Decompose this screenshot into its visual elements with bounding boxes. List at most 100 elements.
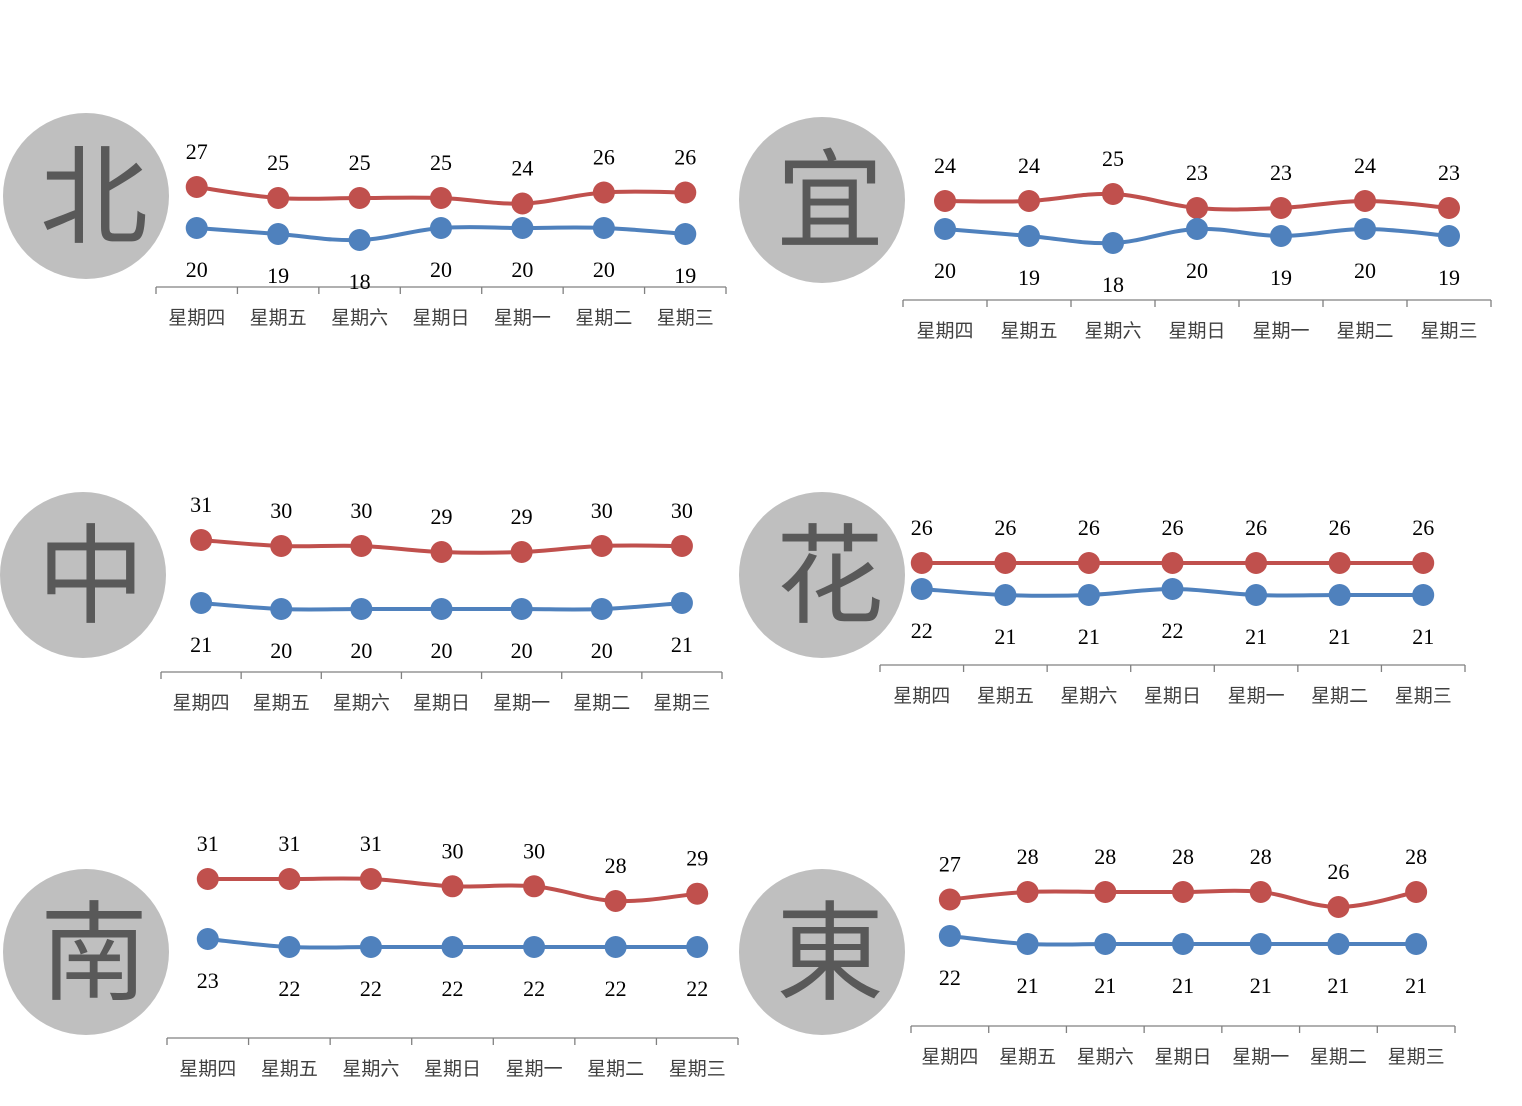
- high-temp-label: 28: [1250, 844, 1272, 869]
- high-temp-label: 23: [1438, 160, 1460, 185]
- x-tick-label: 星期四: [893, 685, 950, 707]
- high-temp-point: [278, 868, 301, 890]
- low-temp-label: 20: [591, 638, 613, 663]
- low-temp-label: 20: [430, 257, 452, 282]
- low-temp-label: 21: [190, 632, 212, 657]
- high-temp-point: [348, 187, 371, 209]
- region-badge: [0, 492, 166, 658]
- x-tick-label: 星期一: [494, 307, 551, 329]
- low-temp-point: [1354, 218, 1376, 240]
- high-temp-point: [1327, 896, 1350, 918]
- low-temp-point: [196, 928, 219, 950]
- low-temp-label: 20: [270, 638, 292, 663]
- x-tick-label: 星期五: [977, 685, 1034, 707]
- high-temp-label: 26: [1162, 515, 1184, 540]
- x-tick-label: 星期五: [250, 307, 307, 329]
- high-temp-label: 29: [686, 846, 708, 871]
- high-temp-label: 26: [1245, 515, 1267, 540]
- high-temp-label: 30: [523, 838, 545, 863]
- low-temp-point: [1094, 933, 1117, 955]
- high-temp-label: 28: [1094, 844, 1116, 869]
- low-temp-label: 20: [1354, 258, 1376, 283]
- x-tick-label: 星期日: [1168, 320, 1225, 342]
- low-temp-label: 21: [1172, 973, 1194, 998]
- low-temp-label: 19: [267, 263, 289, 288]
- high-temp-label: 27: [186, 139, 208, 164]
- low-temp-point: [190, 592, 213, 614]
- x-tick-label: 星期二: [573, 692, 630, 714]
- high-temp-point: [1186, 197, 1208, 219]
- high-temp-point: [1172, 881, 1194, 903]
- high-temp-point: [1249, 881, 1272, 903]
- x-tick-label: 星期五: [1000, 320, 1057, 342]
- high-temp-point: [430, 541, 453, 563]
- low-temp-point: [674, 223, 697, 245]
- region-name: 東: [776, 892, 884, 1017]
- low-temp-label: 22: [360, 976, 382, 1001]
- x-tick-label: 星期四: [179, 1058, 236, 1080]
- low-temp-label: 22: [442, 976, 464, 1001]
- high-temp-point: [185, 176, 208, 198]
- low-temp-label: 19: [674, 263, 696, 288]
- low-temp-label: 21: [994, 624, 1016, 649]
- low-temp-point: [1270, 225, 1292, 247]
- high-temp-label: 26: [593, 145, 615, 170]
- x-tick-label: 星期五: [999, 1046, 1056, 1068]
- high-temp-label: 28: [1172, 844, 1194, 869]
- low-temp-point: [1018, 225, 1040, 247]
- low-temp-point: [1161, 578, 1184, 600]
- region-badge: [3, 869, 169, 1035]
- low-temp-point: [1328, 584, 1351, 606]
- low-temp-point: [934, 218, 956, 240]
- high-temp-point: [430, 187, 452, 209]
- low-temp-point: [430, 217, 452, 239]
- high-temp-label: 24: [1018, 153, 1040, 178]
- high-temp-label: 25: [1102, 146, 1124, 171]
- x-tick-label: 星期日: [412, 307, 469, 329]
- high-temp-label: 28: [1405, 844, 1427, 869]
- low-temp-point: [348, 229, 371, 251]
- low-temp-label: 22: [1162, 618, 1184, 643]
- x-tick-label: 星期一: [1228, 685, 1285, 707]
- high-temp-label: 26: [674, 145, 696, 170]
- low-temp-point: [604, 936, 627, 958]
- high-temp-label: 30: [671, 498, 693, 523]
- low-temp-label: 22: [939, 965, 961, 990]
- x-tick-label: 星期日: [1144, 685, 1201, 707]
- x-tick-label: 星期二: [1311, 685, 1368, 707]
- low-temp-label: 20: [350, 638, 372, 663]
- low-temp-point: [511, 217, 534, 239]
- x-tick-label: 星期二: [1336, 320, 1393, 342]
- x-tick-label: 星期六: [331, 307, 388, 329]
- low-temp-point: [670, 592, 693, 614]
- low-temp-point: [994, 584, 1017, 606]
- x-tick-label: 星期日: [424, 1058, 481, 1080]
- low-temp-label: 22: [911, 618, 933, 643]
- low-temp-point: [270, 598, 293, 620]
- x-tick-label: 星期一: [1252, 320, 1309, 342]
- x-tick-label: 星期三: [1420, 320, 1477, 342]
- high-temp-point: [1438, 197, 1460, 219]
- x-tick-label: 星期日: [1154, 1046, 1211, 1068]
- low-temp-point: [523, 936, 546, 958]
- x-tick-label: 星期一: [506, 1058, 563, 1080]
- x-tick-label: 星期六: [333, 692, 390, 714]
- low-temp-point: [1172, 933, 1194, 955]
- low-temp-label: 20: [186, 257, 208, 282]
- high-temp-point: [1077, 552, 1100, 574]
- region-badge: [739, 492, 905, 658]
- region-name: 中: [37, 515, 145, 640]
- x-tick-label: 星期三: [1388, 1046, 1445, 1068]
- x-tick-label: 星期四: [173, 692, 230, 714]
- high-temp-point: [1094, 881, 1117, 903]
- region-name: 宜: [776, 140, 884, 265]
- high-temp-point: [670, 535, 693, 557]
- high-temp-point: [910, 552, 933, 574]
- low-temp-label: 21: [1329, 624, 1351, 649]
- high-temp-point: [196, 868, 219, 890]
- high-temp-point: [1245, 552, 1268, 574]
- x-tick-label: 星期四: [921, 1046, 978, 1068]
